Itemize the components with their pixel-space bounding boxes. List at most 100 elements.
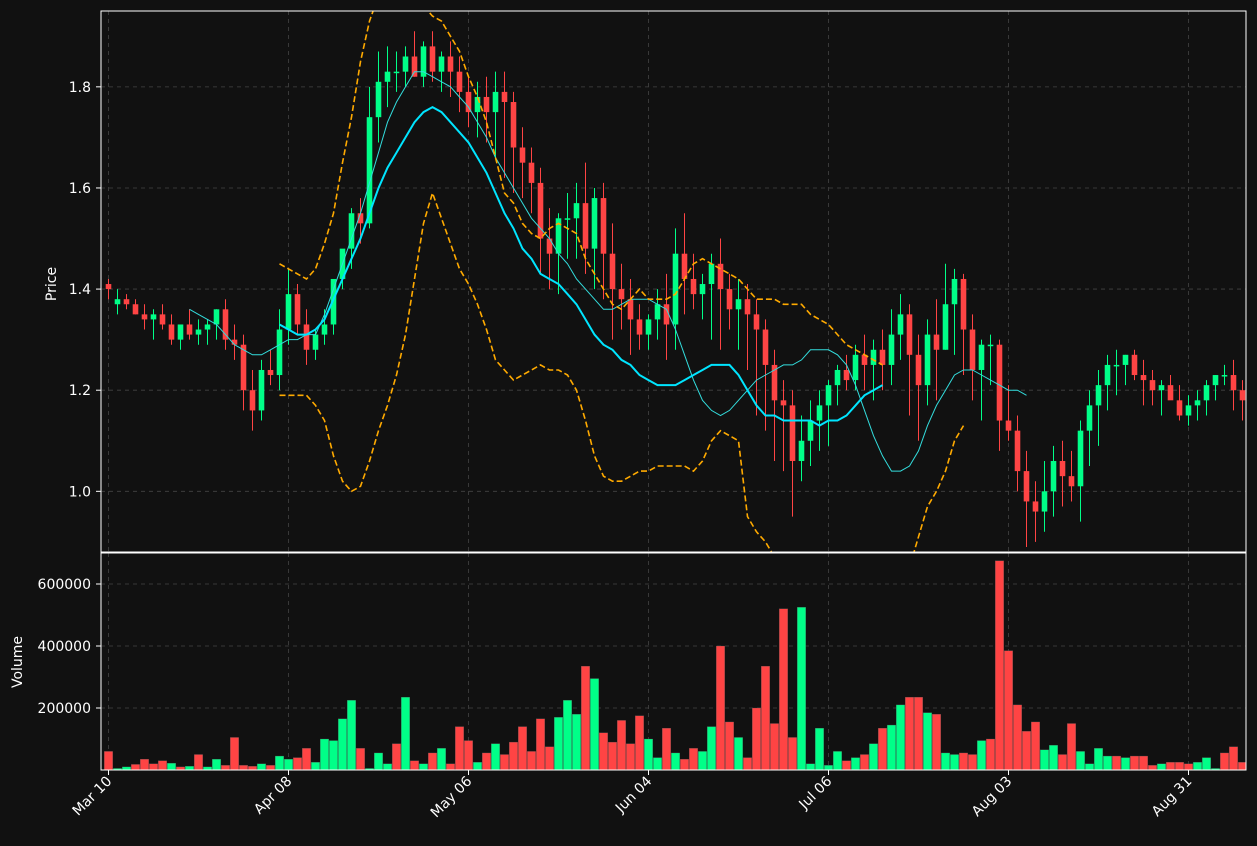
candle-body	[1005, 420, 1012, 431]
volume-bar	[500, 754, 509, 770]
candle-body	[672, 253, 679, 325]
volume-bar	[1004, 650, 1013, 770]
candle-body	[420, 46, 427, 77]
candle-body	[1131, 354, 1138, 376]
volume-bar	[1067, 723, 1076, 770]
price-y-tick-label: 1.6	[69, 181, 91, 197]
volume-bar	[608, 741, 617, 770]
volume-bar	[455, 726, 464, 770]
candle-body	[240, 344, 247, 391]
candle-body	[555, 218, 562, 254]
volume-bar	[536, 718, 545, 770]
volume-bar	[842, 760, 851, 770]
volume-bar	[383, 763, 392, 770]
volume-bar	[374, 752, 383, 770]
candle-body	[438, 56, 445, 72]
volume-bar	[419, 763, 428, 770]
volume-bar	[293, 757, 302, 770]
volume-bar	[473, 762, 482, 770]
candle-body	[222, 309, 229, 340]
volume-bar	[572, 714, 581, 770]
candle-body	[447, 56, 454, 72]
volume-bar	[1139, 755, 1148, 770]
volume-y-tick-label: 200000	[38, 701, 91, 717]
volume-bar	[140, 759, 149, 770]
volume-bar	[356, 748, 365, 770]
candle-body	[411, 56, 418, 77]
volume-bar	[167, 763, 176, 770]
price-panel-frame	[100, 10, 1247, 553]
volume-bars	[104, 560, 1246, 770]
volume-bar	[509, 741, 518, 770]
candle-body	[1014, 430, 1021, 472]
volume-bar	[599, 732, 608, 770]
volume-bar	[761, 666, 770, 770]
volume-bar	[923, 712, 932, 770]
volume-bar	[869, 743, 878, 770]
candle-body	[474, 96, 481, 113]
candle-body	[132, 304, 139, 315]
candle-body	[231, 339, 238, 345]
volume-bar	[860, 754, 869, 770]
volume-bar	[1040, 749, 1049, 770]
volume-bar	[743, 757, 752, 770]
volume-bar	[176, 766, 185, 770]
candle-body	[573, 203, 580, 219]
candle-body	[978, 344, 985, 370]
candle-body	[699, 284, 706, 295]
price-y-tick-label: 1.4	[69, 282, 91, 298]
candle-body	[735, 299, 742, 310]
volume-bar	[320, 738, 329, 770]
candle-body	[393, 71, 400, 74]
price-lines	[189, 11, 1027, 552]
volume-axis-label: Volume	[10, 636, 26, 688]
candle-body	[1221, 375, 1228, 377]
volume-bar	[995, 560, 1004, 770]
volume-bar	[212, 759, 221, 770]
volume-bar	[464, 740, 473, 770]
volume-bar	[617, 720, 626, 770]
candle-body	[1167, 385, 1174, 401]
candle-body	[762, 329, 769, 365]
candle-body	[1023, 471, 1030, 502]
volume-bar	[1076, 751, 1085, 770]
volume-bar	[1085, 763, 1094, 770]
candle-body	[429, 46, 436, 72]
volume-bar	[689, 748, 698, 770]
volume-grid	[101, 553, 1246, 770]
volume-bar	[329, 740, 338, 770]
volume-bar	[122, 766, 131, 770]
candle-body	[1113, 364, 1120, 367]
volume-bar	[716, 645, 725, 770]
volume-bar	[401, 697, 410, 770]
candle-body	[1086, 405, 1093, 431]
volume-bar	[1058, 754, 1067, 770]
volume-bar	[788, 737, 797, 770]
volume-bar	[851, 757, 860, 770]
volume-bar	[563, 700, 572, 770]
volume-bar	[365, 768, 374, 770]
volume-bar	[131, 764, 140, 770]
volume-bar	[797, 607, 806, 770]
volume-bar	[1229, 746, 1238, 770]
candle-body	[816, 405, 823, 421]
volume-bar	[824, 765, 833, 770]
candle-body	[276, 329, 283, 376]
slow-ma-line	[279, 105, 883, 427]
candle-body	[384, 71, 391, 82]
candle-body	[1077, 430, 1084, 487]
candle-body	[960, 278, 967, 330]
volume-bar	[680, 759, 689, 770]
bollinger-band-line	[279, 11, 883, 366]
volume-bar	[932, 714, 941, 770]
volume-bar	[554, 717, 563, 770]
volume-bar	[725, 721, 734, 770]
candle-body	[915, 354, 922, 386]
candle-body	[1068, 476, 1075, 487]
candle-body	[942, 304, 949, 350]
candle-body	[609, 253, 616, 290]
volume-bar	[1130, 755, 1139, 770]
candle-body	[789, 405, 796, 461]
